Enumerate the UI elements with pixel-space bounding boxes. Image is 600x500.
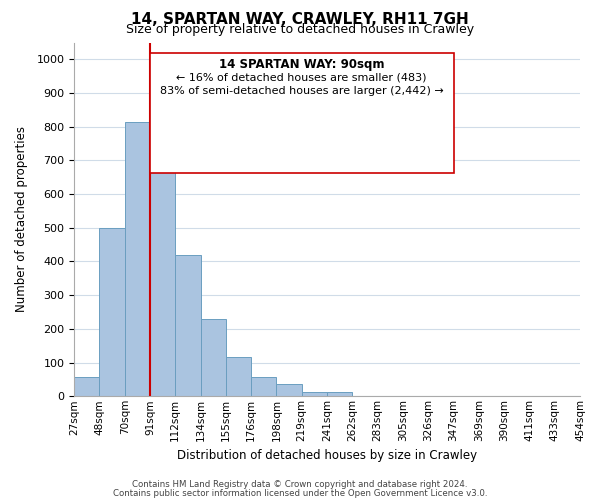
Bar (125, 122, 150, 396)
Bar (100, 228, 125, 396)
FancyBboxPatch shape (150, 53, 454, 174)
Text: 14 SPARTAN WAY: 90sqm: 14 SPARTAN WAY: 90sqm (219, 58, 385, 71)
Text: Contains HM Land Registry data © Crown copyright and database right 2024.: Contains HM Land Registry data © Crown c… (132, 480, 468, 489)
Bar (226, 356, 251, 397)
Bar (251, 377, 277, 396)
Bar (302, 392, 327, 396)
Y-axis label: Number of detached properties: Number of detached properties (15, 126, 28, 312)
Text: 14, SPARTAN WAY, CRAWLEY, RH11 7GH: 14, SPARTAN WAY, CRAWLEY, RH11 7GH (131, 12, 469, 28)
Bar (175, 255, 200, 396)
Bar (277, 384, 302, 396)
Bar (150, 158, 175, 396)
Text: Size of property relative to detached houses in Crawley: Size of property relative to detached ho… (126, 22, 474, 36)
Bar (327, 392, 352, 396)
X-axis label: Distribution of detached houses by size in Crawley: Distribution of detached houses by size … (177, 450, 477, 462)
Bar (74, 377, 100, 396)
Text: Contains public sector information licensed under the Open Government Licence v3: Contains public sector information licen… (113, 488, 487, 498)
Bar (200, 320, 226, 396)
Text: 83% of semi-detached houses are larger (2,442) →: 83% of semi-detached houses are larger (… (160, 86, 443, 96)
Text: ← 16% of detached houses are smaller (483): ← 16% of detached houses are smaller (48… (176, 72, 427, 82)
